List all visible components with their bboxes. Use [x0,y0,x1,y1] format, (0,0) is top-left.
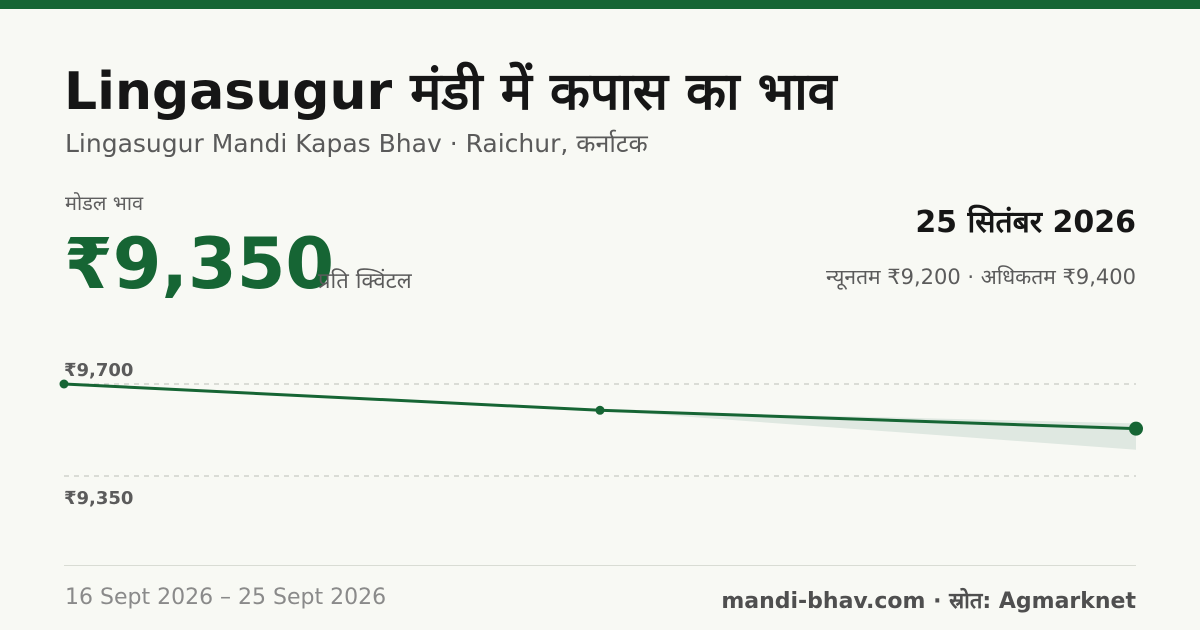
modal-price-label: मोडल भाव [65,191,144,215]
source-credit: mandi-bhav.com · स्रोत: Agmarknet [721,589,1136,614]
y-tick-label: ₹9,350 [64,488,133,509]
top-accent-bar [0,0,1200,9]
price-point [595,405,605,415]
min-max-range: न्यूनतम ₹9,200 · अधिकतम ₹9,400 [826,265,1136,289]
price-date: 25 सितंबर 2026 [915,205,1136,240]
page-title: Lingasugur मंडी में कपास का भाव [64,62,837,122]
date-range: 16 Sept 2026 – 25 Sept 2026 [65,585,387,610]
modal-price-value: ₹9,350 [64,223,335,305]
price-point [59,379,69,389]
min-max-band [600,410,1136,450]
y-tick-label: ₹9,700 [64,360,133,381]
price-unit: प्रति क्विंटल [318,269,412,294]
page-subtitle: Lingasugur Mandi Kapas Bhav · Raichur, क… [65,129,648,158]
footer-divider [64,565,1136,566]
latest-price-point [1129,421,1143,436]
